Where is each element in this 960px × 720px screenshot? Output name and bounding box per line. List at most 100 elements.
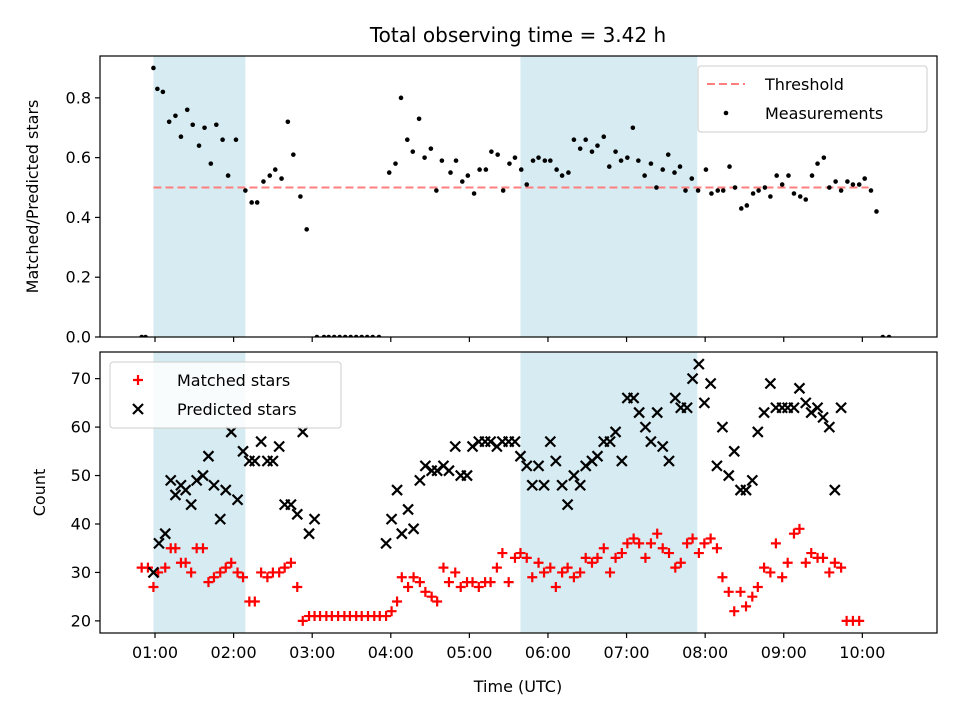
predicted-star-point <box>788 401 800 414</box>
measurement-point <box>151 65 156 71</box>
matched-star-point <box>777 572 788 583</box>
measurement-point <box>744 203 750 208</box>
predicted-star-point <box>556 479 568 492</box>
measurement-point <box>838 188 844 193</box>
measurement-point <box>665 152 671 157</box>
measurement-point <box>642 173 647 178</box>
matched-star-point <box>186 567 197 578</box>
predicted-star-point <box>616 455 628 467</box>
measurement-point <box>524 182 530 187</box>
y-axis-title: Matched/Predicted stars <box>23 100 42 294</box>
y-tick-label: 60 <box>71 418 91 437</box>
matched-star-point <box>503 577 514 588</box>
measurement-point <box>542 158 548 163</box>
measurement-point <box>507 161 512 166</box>
predicted-star-point <box>291 508 304 521</box>
measurement-point <box>298 194 303 199</box>
measurement-point <box>291 152 296 157</box>
legend: Matched stars Predicted stars <box>109 361 342 429</box>
predicted-star-point <box>169 489 182 501</box>
measurement-point <box>184 107 190 113</box>
legend-box <box>109 361 342 429</box>
predicted-star-point <box>716 421 729 433</box>
predicted-star-point <box>835 401 847 414</box>
matched-star-point <box>664 548 675 559</box>
predicted-star-point <box>391 484 403 496</box>
predicted-star-point <box>520 460 533 472</box>
measurement-point <box>768 194 773 199</box>
measurement-point <box>630 125 636 131</box>
measurement-point <box>636 158 641 163</box>
x-tick-label: 08:00 <box>682 643 728 662</box>
measurement-point <box>720 188 726 193</box>
measurement-point <box>625 155 630 160</box>
measurement-point <box>489 149 494 154</box>
x-tick-label: 04:00 <box>368 643 414 662</box>
matched-star-point <box>485 577 496 588</box>
legend: Threshold Measurements <box>697 65 928 133</box>
predicted-star-point <box>764 377 777 390</box>
matched-star-point <box>279 562 290 573</box>
measurement-point <box>809 173 815 178</box>
legend-label: Threshold <box>764 75 844 94</box>
measurement-point <box>850 182 856 187</box>
matched-star-point <box>729 606 740 617</box>
predicted-star-point <box>225 426 238 438</box>
predicted-star-point <box>746 474 759 487</box>
predicted-star-point <box>604 435 616 448</box>
legend-marker <box>723 110 729 116</box>
x-tick-label: 10:00 <box>839 643 885 662</box>
predicted-star-point <box>651 406 663 419</box>
predicted-star-point <box>214 513 227 525</box>
predicted-star-point <box>526 479 539 492</box>
observing-window-band <box>153 56 246 337</box>
legend-label: Predicted stars <box>177 400 297 419</box>
matched-star-point <box>208 572 219 583</box>
matched-star-point <box>675 557 686 568</box>
measurement-point <box>845 179 850 184</box>
matched-star-point <box>142 562 153 573</box>
matched-star-point <box>687 533 698 544</box>
predicted-star-point <box>449 440 462 453</box>
predicted-star-point <box>164 474 177 487</box>
legend-marker <box>133 375 143 385</box>
measurement-point <box>774 173 779 178</box>
measurement-point <box>285 119 291 125</box>
predicted-star-point <box>817 411 829 424</box>
matched-star-point <box>741 601 752 612</box>
measurement-point <box>398 95 404 101</box>
matched-star-point <box>509 552 520 563</box>
predicted-star-point <box>147 566 160 579</box>
matched-star-point <box>557 567 568 578</box>
predicted-star-point <box>249 455 261 467</box>
matched-star-point <box>467 577 478 588</box>
measurement-point <box>160 89 166 95</box>
predicted-star-point <box>656 440 669 453</box>
matched-star-point <box>616 548 627 559</box>
matched-star-point <box>652 528 663 539</box>
predicted-star-point <box>574 479 586 492</box>
matched-star-point <box>605 567 616 578</box>
predicted-star-point <box>219 484 232 496</box>
predicted-star-point <box>752 426 764 438</box>
data-layer <box>139 65 892 337</box>
predicted-star-point <box>285 498 297 511</box>
measurement-point <box>601 134 607 140</box>
predicted-star-point <box>722 469 735 482</box>
matched-star-point <box>396 572 407 583</box>
measurement-point <box>495 152 500 157</box>
measurement-point <box>500 188 506 193</box>
measurement-point <box>155 86 160 92</box>
predicted-star-point <box>208 479 220 492</box>
matched-star-point <box>628 533 639 544</box>
x-tick-label: 06:00 <box>525 643 571 662</box>
predicted-star-point <box>532 460 545 472</box>
measurement-point <box>166 119 172 125</box>
matched-star-point <box>788 528 799 539</box>
legend-label: Measurements <box>765 104 883 123</box>
matched-star-point <box>249 596 260 607</box>
measurement-point <box>750 191 756 196</box>
predicted-star-point <box>179 484 192 496</box>
measurement-point <box>460 179 465 184</box>
matched-star-point <box>717 572 728 583</box>
